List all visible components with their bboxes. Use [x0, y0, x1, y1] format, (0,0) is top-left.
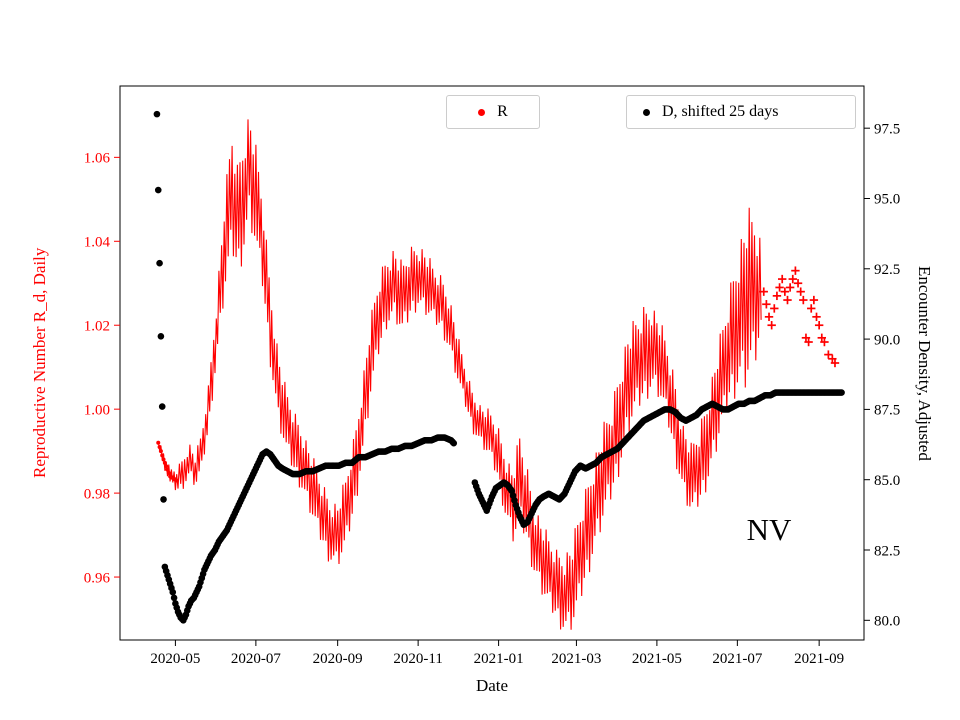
legend-r-label: R	[497, 103, 508, 120]
svg-text:2021-05: 2021-05	[632, 651, 682, 667]
left-axis-label: Reproductive Number R_d, Daily	[30, 247, 49, 479]
svg-text:1.04: 1.04	[84, 235, 111, 251]
svg-text:2021-09: 2021-09	[794, 651, 844, 667]
svg-text:1.06: 1.06	[84, 151, 111, 167]
x-axis-label: Date	[475, 676, 509, 695]
svg-text:2020-11: 2020-11	[393, 651, 442, 667]
svg-text:0.98: 0.98	[84, 486, 110, 502]
x-ticks: 2020-05 2020-07 2020-09 2020-11 2021-01 2021-…	[150, 640, 844, 667]
svg-text:2021-01: 2021-01	[474, 651, 524, 667]
svg-text:1.02: 1.02	[84, 318, 110, 334]
left-y-ticks: 0.96 0.98 1.00 1.02 1.04 1.06	[84, 151, 120, 586]
svg-text:87.5: 87.5	[874, 403, 900, 419]
svg-text:80.0: 80.0	[874, 614, 900, 630]
svg-text:2021-03: 2021-03	[551, 651, 601, 667]
r-series-marker-icon	[478, 108, 486, 116]
svg-text:1.00: 1.00	[84, 402, 110, 418]
right-y-ticks: 80.0 82.5 85.0 87.5 90.0 92.5 95.0 97.5	[864, 121, 900, 630]
svg-text:2021-07: 2021-07	[712, 651, 762, 667]
d-series-marker-icon	[643, 108, 650, 116]
right-axis-label: Encounter Density, Adjusted	[915, 265, 934, 461]
legend-box-d: D, shifted 25 days	[626, 95, 856, 129]
svg-text:95.0: 95.0	[874, 192, 900, 208]
svg-text:85.0: 85.0	[874, 473, 900, 489]
legend-d-label: D, shifted 25 days	[662, 103, 779, 120]
svg-text:2020-05: 2020-05	[150, 651, 200, 667]
svg-text:82.5: 82.5	[874, 543, 900, 559]
legend-box-r: R	[446, 95, 540, 129]
series-plus	[759, 266, 840, 368]
state-annotation: NV	[746, 512, 792, 547]
series-noisy	[156, 119, 762, 630]
svg-text:2020-09: 2020-09	[313, 651, 363, 667]
axes-frame	[119, 85, 865, 641]
svg-text:2020-07: 2020-07	[231, 651, 281, 667]
series-dots	[153, 110, 845, 624]
svg-text:0.96: 0.96	[84, 570, 111, 586]
svg-text:97.5: 97.5	[874, 121, 900, 137]
svg-text:92.5: 92.5	[874, 262, 900, 278]
svg-text:90.0: 90.0	[874, 332, 900, 348]
